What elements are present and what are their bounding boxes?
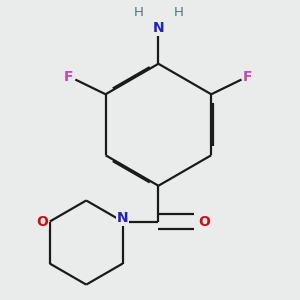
Text: N: N xyxy=(153,21,164,35)
Text: F: F xyxy=(64,70,74,84)
Text: F: F xyxy=(243,70,253,84)
Text: O: O xyxy=(199,214,211,229)
Text: H: H xyxy=(174,5,184,19)
Text: N: N xyxy=(117,211,128,225)
Text: O: O xyxy=(36,214,48,229)
Text: H: H xyxy=(133,5,143,19)
